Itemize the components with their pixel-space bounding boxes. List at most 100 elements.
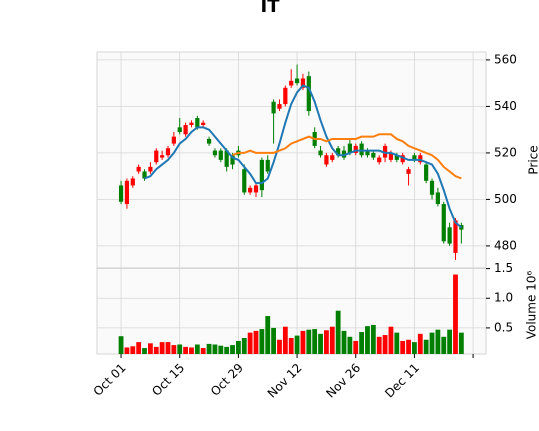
volume-bar (118, 336, 124, 354)
volume-bar (159, 342, 165, 354)
candle-body (300, 78, 306, 88)
volume-bar (394, 332, 400, 354)
volume-bar (130, 346, 136, 354)
volume-bar (124, 347, 130, 354)
candle-body (429, 180, 435, 195)
y-tick-label: 1.0 (494, 291, 513, 305)
candle-body (195, 118, 200, 128)
volume-bar (347, 336, 353, 354)
candle-body (406, 169, 411, 174)
candle-body (130, 178, 135, 186)
candle-body (318, 150, 323, 156)
volume-bar (177, 344, 183, 354)
volume-bar (189, 347, 194, 354)
volume-bar (376, 336, 382, 354)
candle-body (441, 204, 446, 242)
volume-bar (370, 324, 376, 354)
candle-body (201, 122, 206, 126)
volume-bar (153, 346, 159, 354)
candle-body (394, 155, 399, 160)
candle-body (400, 155, 405, 163)
volume-bar (447, 329, 453, 354)
candle-body (189, 122, 194, 126)
candle-body (218, 150, 223, 160)
candle-body (424, 164, 429, 181)
volume-bar (236, 340, 241, 354)
candle-body (330, 155, 335, 160)
volume-bar (382, 335, 388, 354)
volume-bar (200, 348, 206, 354)
candle-body (118, 185, 124, 202)
volume-bar (312, 329, 318, 354)
candle-body (230, 155, 235, 165)
volume-bar (429, 332, 435, 354)
y-axis-label: Price (527, 145, 539, 174)
volume-bar (417, 333, 423, 354)
candle-body (283, 87, 288, 105)
volume-bar (247, 332, 253, 354)
y-tick-label: 520 (494, 145, 517, 159)
candle-body (224, 150, 229, 167)
candle-body (435, 192, 440, 205)
candle-body (453, 220, 458, 253)
volume-bar (259, 329, 265, 354)
volume-bar (400, 340, 406, 354)
candle-body (324, 155, 329, 165)
volume-bar (441, 336, 447, 354)
chart-title: IT (261, 0, 281, 17)
candle-body (294, 78, 300, 84)
candle-body (447, 227, 452, 244)
candle-body (371, 152, 376, 158)
volume-bar (194, 344, 200, 354)
volume-bar (277, 339, 282, 354)
volume-bar (353, 340, 359, 354)
candle-body (459, 224, 464, 230)
x-tick-label: Nov 26 (323, 361, 363, 401)
candle-body (160, 155, 165, 158)
volume-bar (412, 342, 417, 354)
moving-average-line (232, 133, 462, 180)
volume-bar (423, 339, 429, 354)
volume-bar (224, 346, 230, 354)
candle-body (306, 76, 311, 112)
volume-bar (183, 346, 188, 354)
y-tick-label: 0.5 (494, 320, 513, 334)
volume-bar (253, 330, 259, 354)
volume-bar (318, 333, 323, 354)
y-tick-label: 500 (494, 192, 517, 206)
candle-body (347, 143, 352, 153)
candle-body (277, 104, 282, 109)
volume-bar (294, 335, 300, 354)
volume-bar (282, 326, 288, 354)
candle-body (365, 150, 370, 156)
volume-bar (147, 343, 153, 354)
candle-body (242, 169, 247, 193)
candle-body (148, 166, 153, 172)
candle-body (206, 138, 212, 144)
candle-body (165, 148, 171, 156)
volume-bar (271, 327, 277, 354)
candle-body (359, 143, 364, 156)
y-tick-label: 560 (494, 52, 517, 66)
volume-bar (300, 330, 306, 354)
volume-bar (458, 332, 464, 354)
volume-bar (265, 316, 271, 354)
volume-bar (230, 345, 235, 354)
volume-bar (206, 343, 212, 354)
volume-bar (453, 274, 458, 354)
volume-bar (324, 330, 329, 354)
candle-body (212, 150, 218, 156)
candle-body (183, 125, 188, 135)
volume-bar (212, 344, 218, 354)
candle-body (418, 155, 423, 163)
volume-bar (359, 332, 365, 354)
x-tick-label: Dec 11 (382, 361, 422, 401)
x-tick-label: Nov 12 (265, 361, 305, 401)
moving-average-line (144, 84, 462, 229)
volume-bar (365, 326, 370, 354)
candle-body (341, 150, 347, 158)
candle-body (289, 80, 294, 86)
volume-bar (241, 337, 247, 354)
candle-body (171, 136, 176, 144)
